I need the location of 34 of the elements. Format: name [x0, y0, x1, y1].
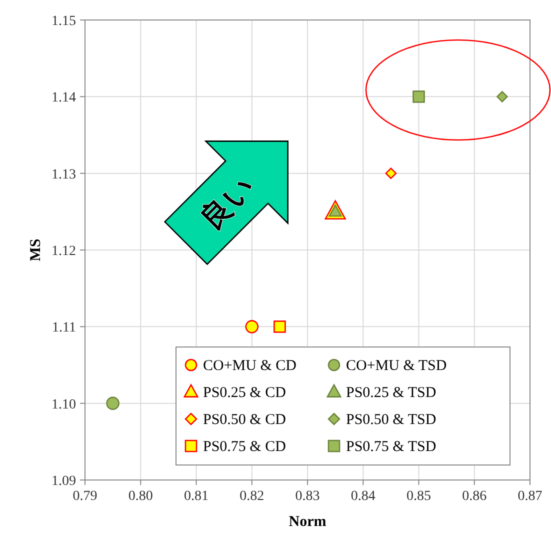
point [274, 320, 286, 333]
x-axis-title: Norm [288, 514, 327, 530]
legend-label: CO+MU & CD [203, 358, 297, 374]
legend-label: PS0.25 & TSD [346, 385, 436, 401]
point [245, 320, 259, 334]
x-tick-label: 0.83 [295, 489, 320, 504]
legend-label: PS0.75 & CD [203, 439, 286, 455]
x-tick-label: 0.80 [128, 489, 153, 504]
point [385, 168, 397, 179]
arrow-good: 良い [164, 140, 288, 266]
point [496, 91, 508, 102]
x-tick-label: 0.86 [462, 489, 487, 504]
y-tick-label: 1.15 [52, 14, 76, 29]
x-tick-label: 0.85 [406, 489, 431, 504]
x-tick-label: 0.82 [240, 489, 264, 504]
y-tick-label: 1.12 [52, 244, 76, 259]
legend-label: PS0.50 & CD [203, 412, 286, 428]
x-tick-label: 0.84 [350, 489, 376, 504]
x-tick-label: 0.81 [184, 489, 208, 504]
y-axis-title: MS [28, 238, 44, 262]
y-tick-label: 1.09 [52, 474, 76, 489]
point [106, 396, 120, 410]
legend-label: PS0.50 & TSD [346, 412, 436, 428]
y-tick-label: 1.10 [52, 397, 76, 412]
legend-label: PS0.75 & TSD [346, 439, 436, 455]
y-tick-label: 1.14 [52, 90, 76, 106]
point [412, 90, 425, 103]
legend-label: CO+MU & TSD [346, 358, 447, 374]
legend-label: PS0.25 & CD [203, 385, 286, 401]
x-tick-label: 0.87 [518, 489, 542, 504]
annotation: 良い [194, 169, 262, 237]
y-tick-label: 1.13 [52, 167, 76, 182]
y-tick-label: 1.11 [52, 320, 76, 336]
x-tick-label: 0.79 [72, 489, 98, 504]
